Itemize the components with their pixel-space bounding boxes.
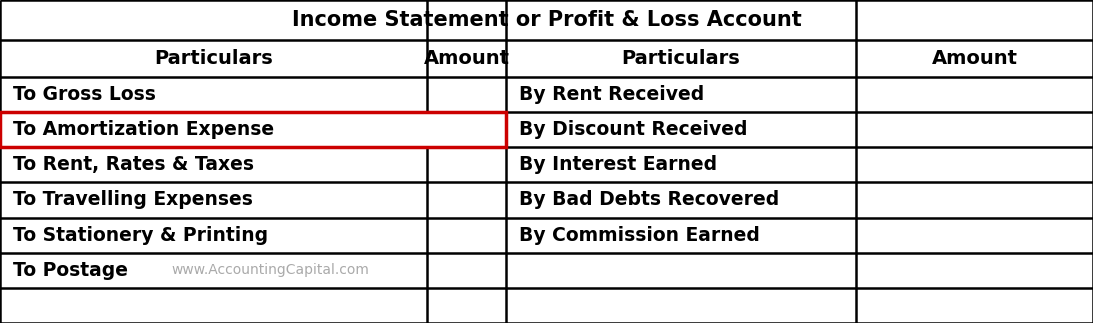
Text: To Gross Loss: To Gross Loss xyxy=(13,85,156,104)
Text: By Interest Earned: By Interest Earned xyxy=(519,155,717,174)
Text: Amount: Amount xyxy=(931,49,1018,68)
Text: To Rent, Rates & Taxes: To Rent, Rates & Taxes xyxy=(13,155,254,174)
Text: www.AccountingCapital.com: www.AccountingCapital.com xyxy=(172,263,369,277)
Text: By Discount Received: By Discount Received xyxy=(519,120,748,139)
Text: By Commission Earned: By Commission Earned xyxy=(519,226,760,245)
Text: By Rent Received: By Rent Received xyxy=(519,85,704,104)
Text: To Travelling Expenses: To Travelling Expenses xyxy=(13,191,252,210)
Text: Particulars: Particulars xyxy=(154,49,273,68)
Text: Income Statement or Profit & Loss Account: Income Statement or Profit & Loss Accoun… xyxy=(292,10,801,30)
Text: Particulars: Particulars xyxy=(622,49,740,68)
Text: By Bad Debts Recovered: By Bad Debts Recovered xyxy=(519,191,779,210)
Text: To Postage: To Postage xyxy=(13,261,128,280)
Text: Amount: Amount xyxy=(424,49,509,68)
Text: To Stationery & Printing: To Stationery & Printing xyxy=(13,226,268,245)
Text: To Amortization Expense: To Amortization Expense xyxy=(13,120,274,139)
Bar xyxy=(0,112,506,147)
